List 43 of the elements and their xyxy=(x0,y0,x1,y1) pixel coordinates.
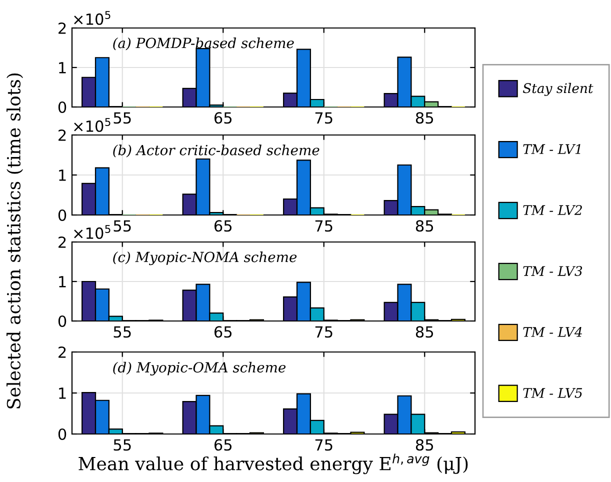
text: (b) Actor critic-based scheme xyxy=(113,144,320,158)
x-tick-label: 55 xyxy=(114,112,131,124)
y-tick-label: 2 xyxy=(58,129,66,141)
x-tick-label: 85 xyxy=(416,439,434,451)
x-tick-label: 85 xyxy=(416,112,434,124)
x-tick-label: 75 xyxy=(315,220,332,232)
x-tick-label: 65 xyxy=(214,112,232,124)
legend-label: TM - LV5 xyxy=(523,388,582,398)
x-tick-label: 65 xyxy=(214,439,232,451)
x-tick-label: 75 xyxy=(315,112,332,124)
y-tick-label: 2 xyxy=(58,236,66,248)
y-tick-label: 1 xyxy=(59,388,66,399)
legend-label: TM - LV2 xyxy=(523,205,582,215)
legend-label: Stay silent xyxy=(522,82,594,96)
legend-label: TM - LV1 xyxy=(523,144,580,154)
y-tick-label: 0 xyxy=(58,315,66,328)
x-tick-label: 85 xyxy=(416,326,434,338)
text: ×10$^{5}$ xyxy=(74,118,110,132)
y-tick-label: 0 xyxy=(58,101,66,114)
legend-label: TM - LV3 xyxy=(523,266,582,276)
text: ×10$^{5}$ xyxy=(74,11,110,25)
text: (c) Myopic-NOMA scheme xyxy=(113,251,297,266)
y-axis-title: Selected action statistics (time slots) xyxy=(6,74,24,408)
x-tick-label: 85 xyxy=(416,220,434,232)
legend-label: TM - LV4 xyxy=(523,327,582,337)
text: (d) Myopic-OMA scheme xyxy=(113,362,286,376)
x-tick-label: 55 xyxy=(114,439,131,451)
x-tick-label: 75 xyxy=(315,326,332,338)
y-tick-label: 2 xyxy=(58,346,66,358)
x-axis-title: Mean value of harvested energy E$^{h,avg}$ (μJ) xyxy=(78,454,468,474)
x-tick-label: 75 xyxy=(315,439,332,451)
x-tick-label: 55 xyxy=(114,220,131,232)
text: (a) POMDP-based scheme xyxy=(113,37,294,50)
y-tick-label: 1 xyxy=(59,62,66,74)
text: ×10$^{5}$ xyxy=(74,225,110,239)
x-tick-label: 65 xyxy=(214,326,232,338)
y-tick-label: 0 xyxy=(58,428,66,440)
y-tick-label: 0 xyxy=(58,209,66,222)
y-tick-label: 1 xyxy=(59,276,66,288)
y-tick-label: 2 xyxy=(58,22,66,34)
y-tick-label: 1 xyxy=(59,170,66,181)
x-tick-label: 65 xyxy=(214,220,232,232)
x-tick-label: 55 xyxy=(114,326,131,338)
